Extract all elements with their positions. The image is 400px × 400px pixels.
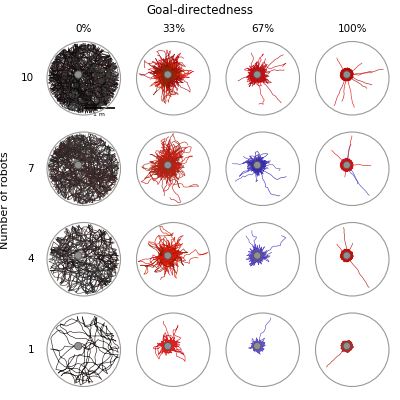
- Circle shape: [343, 342, 350, 350]
- Text: 1 m: 1 m: [93, 112, 105, 117]
- Circle shape: [316, 42, 389, 115]
- Circle shape: [316, 132, 389, 206]
- Circle shape: [136, 42, 210, 115]
- Circle shape: [74, 162, 82, 169]
- Text: Goal-directedness: Goal-directedness: [146, 4, 254, 17]
- Text: 67%: 67%: [251, 24, 274, 34]
- Text: 7: 7: [27, 164, 34, 174]
- Circle shape: [74, 71, 82, 78]
- Circle shape: [226, 222, 300, 296]
- Circle shape: [226, 132, 300, 206]
- Text: 33%: 33%: [162, 24, 185, 34]
- Circle shape: [164, 71, 172, 78]
- Circle shape: [136, 132, 210, 206]
- Circle shape: [164, 252, 172, 259]
- Circle shape: [254, 162, 261, 169]
- Circle shape: [343, 71, 350, 78]
- Circle shape: [226, 313, 300, 386]
- Circle shape: [74, 342, 82, 350]
- Circle shape: [316, 313, 389, 386]
- Text: 4: 4: [27, 254, 34, 264]
- Text: 100%: 100%: [338, 24, 367, 34]
- Text: 1: 1: [27, 345, 34, 355]
- Circle shape: [254, 342, 261, 350]
- Circle shape: [74, 252, 82, 259]
- Circle shape: [164, 342, 172, 350]
- Circle shape: [136, 222, 210, 296]
- Text: 10: 10: [21, 73, 34, 83]
- Text: 0%: 0%: [76, 24, 92, 34]
- Circle shape: [226, 42, 300, 115]
- Circle shape: [47, 42, 120, 115]
- Text: Number of robots: Number of robots: [0, 151, 10, 249]
- Circle shape: [316, 222, 389, 296]
- Circle shape: [343, 162, 350, 169]
- Circle shape: [47, 222, 120, 296]
- Circle shape: [164, 162, 172, 169]
- Circle shape: [254, 71, 261, 78]
- Circle shape: [47, 132, 120, 206]
- Circle shape: [343, 252, 350, 259]
- Circle shape: [136, 313, 210, 386]
- Circle shape: [47, 313, 120, 386]
- Circle shape: [254, 252, 261, 259]
